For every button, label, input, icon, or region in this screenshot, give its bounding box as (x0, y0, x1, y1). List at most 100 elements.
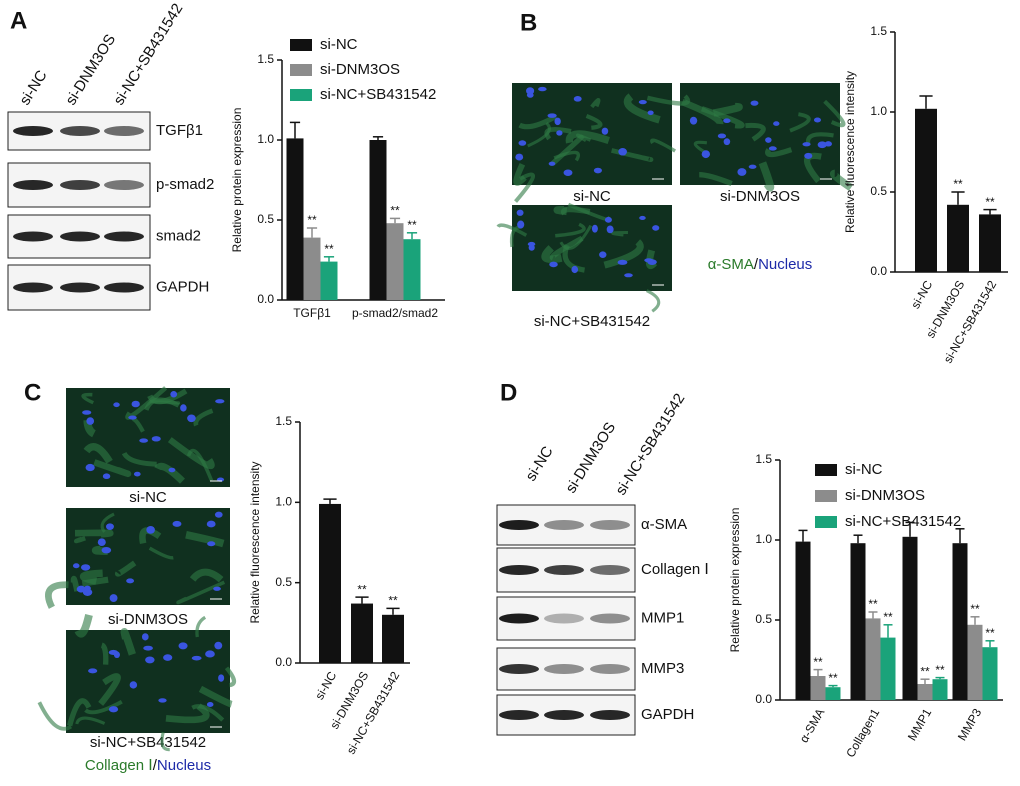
legend-swatch (290, 64, 312, 76)
fiber (74, 536, 86, 544)
significance: ** (883, 610, 893, 624)
y-tick-label: 0.5 (870, 184, 887, 198)
nucleus (802, 142, 811, 147)
fiber (189, 568, 224, 583)
significance: ** (828, 671, 838, 685)
y-tick-label: 1.0 (870, 104, 887, 118)
blot-band (590, 710, 630, 720)
nucleus (72, 563, 80, 569)
nucleus (108, 649, 119, 655)
nucleus (768, 146, 777, 151)
x-tick-label: MMP3 (955, 706, 985, 743)
fiber (160, 731, 170, 752)
fiber (114, 560, 137, 577)
nucleus (82, 588, 93, 596)
fiber (562, 244, 586, 273)
y-axis-label: Relative fluorescence intensity (248, 461, 262, 623)
y-tick-label: 1.5 (257, 52, 274, 66)
lane-label: si-NC+SB431542 (612, 391, 688, 499)
legend-label: si-NC+SB431542 (320, 86, 436, 103)
fiber (712, 102, 743, 117)
nucleus (168, 467, 176, 473)
legend-swatch (815, 490, 837, 502)
fiber (165, 703, 210, 724)
stain: Nucleus (157, 757, 211, 774)
blot-label: MMP1 (641, 609, 684, 626)
fiber (549, 235, 584, 261)
fiber (98, 673, 121, 706)
fiber (74, 529, 114, 538)
nucleus (80, 564, 91, 571)
blot-band (499, 520, 539, 530)
nucleus (85, 463, 95, 472)
nucleus (638, 100, 647, 105)
nucleus (737, 168, 747, 176)
x-tick-label: α-SMA (797, 706, 828, 745)
nucleus (180, 404, 187, 412)
fiber (154, 462, 185, 484)
nucleus (518, 140, 527, 146)
blot-band (60, 282, 100, 293)
nucleus (526, 87, 535, 95)
fiber (527, 121, 551, 148)
blot-band (590, 565, 630, 575)
x-tick-label: TGFβ1 (293, 306, 331, 320)
fiber (176, 580, 226, 605)
fiber (81, 576, 109, 587)
nucleus (151, 436, 161, 442)
nucleus (824, 141, 832, 147)
fiber (789, 112, 811, 133)
nucleus (723, 138, 731, 146)
y-tick-label: 1.5 (275, 414, 292, 428)
fiber (765, 147, 793, 158)
bar (902, 536, 918, 700)
nucleus (172, 520, 182, 527)
legend-swatch (290, 89, 312, 101)
bar (369, 140, 387, 300)
nucleus (102, 473, 111, 480)
image-label: si-NC+SB431542 (90, 734, 206, 751)
y-tick-label: 0.0 (870, 264, 887, 278)
bar (850, 543, 866, 700)
bar (947, 204, 969, 272)
legend-label: si-DNM3OS (320, 61, 400, 78)
nucleus (214, 641, 223, 650)
y-tick-label: 0.5 (755, 612, 772, 626)
nucleus (644, 258, 654, 263)
nucleus (689, 116, 698, 125)
significance: ** (868, 597, 878, 611)
nucleus (141, 633, 149, 641)
nucleus (205, 650, 215, 658)
y-axis-label: Relative protein expression (230, 108, 244, 253)
fiber (74, 614, 93, 638)
bar (915, 108, 937, 272)
y-axis-label: Relative fluorescence intensity (843, 71, 857, 233)
fiber (699, 172, 733, 187)
nucleus (215, 399, 225, 404)
y-tick-label: 0.0 (275, 655, 292, 669)
fiber (198, 685, 233, 708)
fiber (550, 134, 584, 166)
nucleus (528, 244, 535, 251)
nucleus (573, 95, 582, 102)
nucleus (817, 141, 827, 149)
nucleus (571, 265, 579, 274)
nucleus (163, 654, 173, 661)
fiber (125, 386, 168, 420)
nucleus (178, 642, 188, 650)
panel-letter: D (500, 379, 517, 406)
significance: ** (390, 204, 400, 218)
nucleus (143, 645, 153, 651)
nucleus (206, 520, 216, 528)
blot-band (499, 710, 539, 720)
nucleus (187, 414, 196, 423)
blot-band (544, 520, 584, 530)
legend-label: si-DNM3OS (845, 487, 925, 504)
blot-band (104, 180, 144, 190)
nucleus (593, 167, 602, 174)
nucleus (145, 656, 155, 664)
nucleus (113, 402, 120, 408)
stain-sep: / (754, 256, 759, 273)
fiber (224, 666, 237, 688)
nucleus (618, 148, 627, 156)
